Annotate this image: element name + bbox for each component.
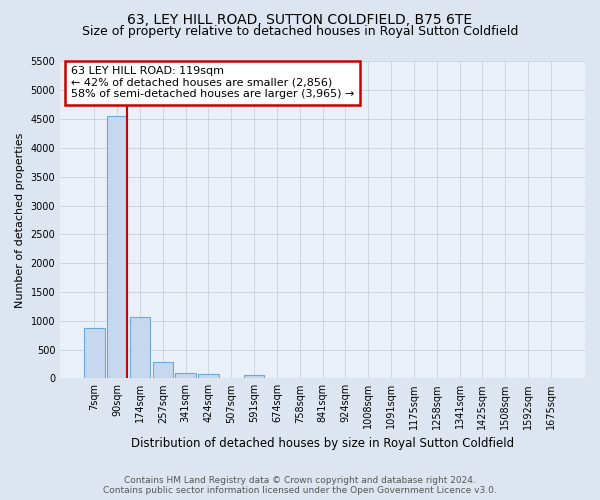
Text: 63, LEY HILL ROAD, SUTTON COLDFIELD, B75 6TE: 63, LEY HILL ROAD, SUTTON COLDFIELD, B75… — [127, 12, 473, 26]
Bar — [107, 116, 127, 378]
Bar — [175, 372, 196, 378]
Text: Contains HM Land Registry data © Crown copyright and database right 2024.
Contai: Contains HM Land Registry data © Crown c… — [103, 476, 497, 495]
Y-axis label: Number of detached properties: Number of detached properties — [15, 132, 25, 308]
Bar — [244, 374, 265, 378]
Bar — [84, 328, 104, 378]
Bar — [130, 317, 150, 378]
X-axis label: Distribution of detached houses by size in Royal Sutton Coldfield: Distribution of detached houses by size … — [131, 437, 514, 450]
Text: Size of property relative to detached houses in Royal Sutton Coldfield: Size of property relative to detached ho… — [82, 25, 518, 38]
Bar — [152, 362, 173, 378]
Bar — [198, 374, 219, 378]
Text: 63 LEY HILL ROAD: 119sqm
← 42% of detached houses are smaller (2,856)
58% of sem: 63 LEY HILL ROAD: 119sqm ← 42% of detach… — [71, 66, 354, 100]
